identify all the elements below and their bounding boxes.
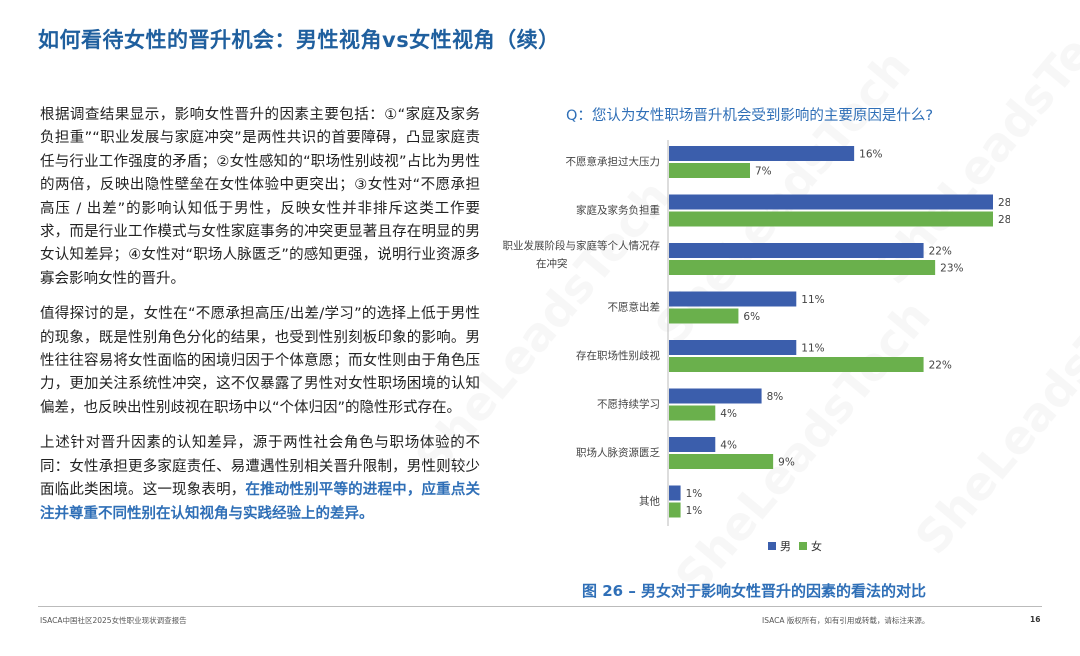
data-label: 11% <box>801 294 824 306</box>
category-label: 职场人脉资源匮乏 <box>576 446 660 459</box>
chart-legend: 男 女 <box>768 538 822 554</box>
data-label: 16% <box>859 149 882 161</box>
data-label: 8% <box>767 391 784 403</box>
data-label: 28% <box>998 214 1010 226</box>
legend-male-label: 男 <box>780 540 791 553</box>
bar-female <box>669 405 716 421</box>
footer-copyright: ISACA 版权所有，如有引用或转载，请标注来源。 <box>762 616 930 625</box>
paragraph-3-text: 上述针对晋升因素的认知差异，源于两性社会角色与职场体验的不同：女性承担更多家庭责… <box>40 435 480 499</box>
bar-female <box>669 163 750 178</box>
data-label: 6% <box>743 311 760 323</box>
bar-female <box>669 308 739 324</box>
footer-divider <box>38 606 1042 607</box>
category-label: 不愿意出差 <box>608 301 661 314</box>
bar-male <box>669 388 762 404</box>
page-title: 如何看待女性的晋升机会：男性视角vs女性视角（续） <box>38 28 560 52</box>
bar-male <box>669 243 924 258</box>
bar-male <box>669 437 716 452</box>
bar-male <box>669 291 797 307</box>
category-label: 其他 <box>639 495 660 508</box>
legend-male-swatch <box>768 542 776 550</box>
data-label: 4% <box>720 408 737 420</box>
category-label: 家庭及家务负担重 <box>576 204 660 217</box>
bar-chart: 不愿意承担过大压力 16% 7% 家庭及家务负担重 28% 28% 职业发展阶段与家庭等个人… <box>503 140 1010 526</box>
bar-male <box>669 340 797 355</box>
figure-caption: 图 26 – 男女对于影响女性晋升的因素的看法的对比 <box>582 582 927 600</box>
bar-male <box>669 146 855 161</box>
body-text: 根据调查结果显示，影响女性晋升的因素主要包括：①“家庭及家务负担重”“职业发展与… <box>40 104 480 538</box>
bar-female <box>669 260 936 275</box>
page-number: 16 <box>1030 615 1041 624</box>
category-label: 不愿意承担过大压力 <box>566 155 661 168</box>
chart-question: Q：您认为女性职场晋升机会受到影响的主要原因是什么? <box>566 108 934 124</box>
paragraph-3-highlight: 在推动性别平等的进程中，应重点关注并尊重不同性别在认知视角与实践经验上的差异。 <box>40 482 481 522</box>
paragraph-2: 值得探讨的是，女性在“不愿承担高压/出差/学习”的选择上低于男性的现象，既是性别… <box>40 306 480 416</box>
data-label: 28% <box>998 197 1010 209</box>
legend-female-swatch <box>799 542 807 550</box>
bar-male <box>669 194 993 210</box>
data-label: 9% <box>778 457 795 469</box>
legend-female-label: 女 <box>811 540 822 553</box>
data-label: 1% <box>686 488 703 500</box>
data-label: 22% <box>929 360 952 372</box>
bar-female <box>669 357 924 372</box>
data-label: 7% <box>755 166 772 178</box>
bar-female <box>669 454 774 469</box>
bar-female <box>669 502 681 518</box>
data-label: 11% <box>801 343 824 355</box>
category-label: 存在职场性别歧视 <box>576 349 660 362</box>
paragraph-1: 根据调查结果显示，影响女性晋升的因素主要包括：①“家庭及家务负担重”“职业发展与… <box>40 107 480 287</box>
paragraph-3: 上述针对晋升因素的认知差异，源于两性社会角色与职场体验的不同：女性承担更多家庭责… <box>40 432 480 526</box>
bar-male <box>669 485 681 501</box>
footer-report-name: ISACA中国社区2025女性职业现状调查报告 <box>40 616 187 625</box>
data-label: 23% <box>940 263 963 275</box>
bar-female <box>669 211 993 227</box>
category-label: 职业发展阶段与家庭等个人情况存在冲突 <box>503 239 661 270</box>
data-label: 4% <box>720 440 737 452</box>
data-label: 1% <box>686 505 703 517</box>
data-label: 22% <box>929 246 952 258</box>
category-label: 不愿持续学习 <box>597 398 660 411</box>
